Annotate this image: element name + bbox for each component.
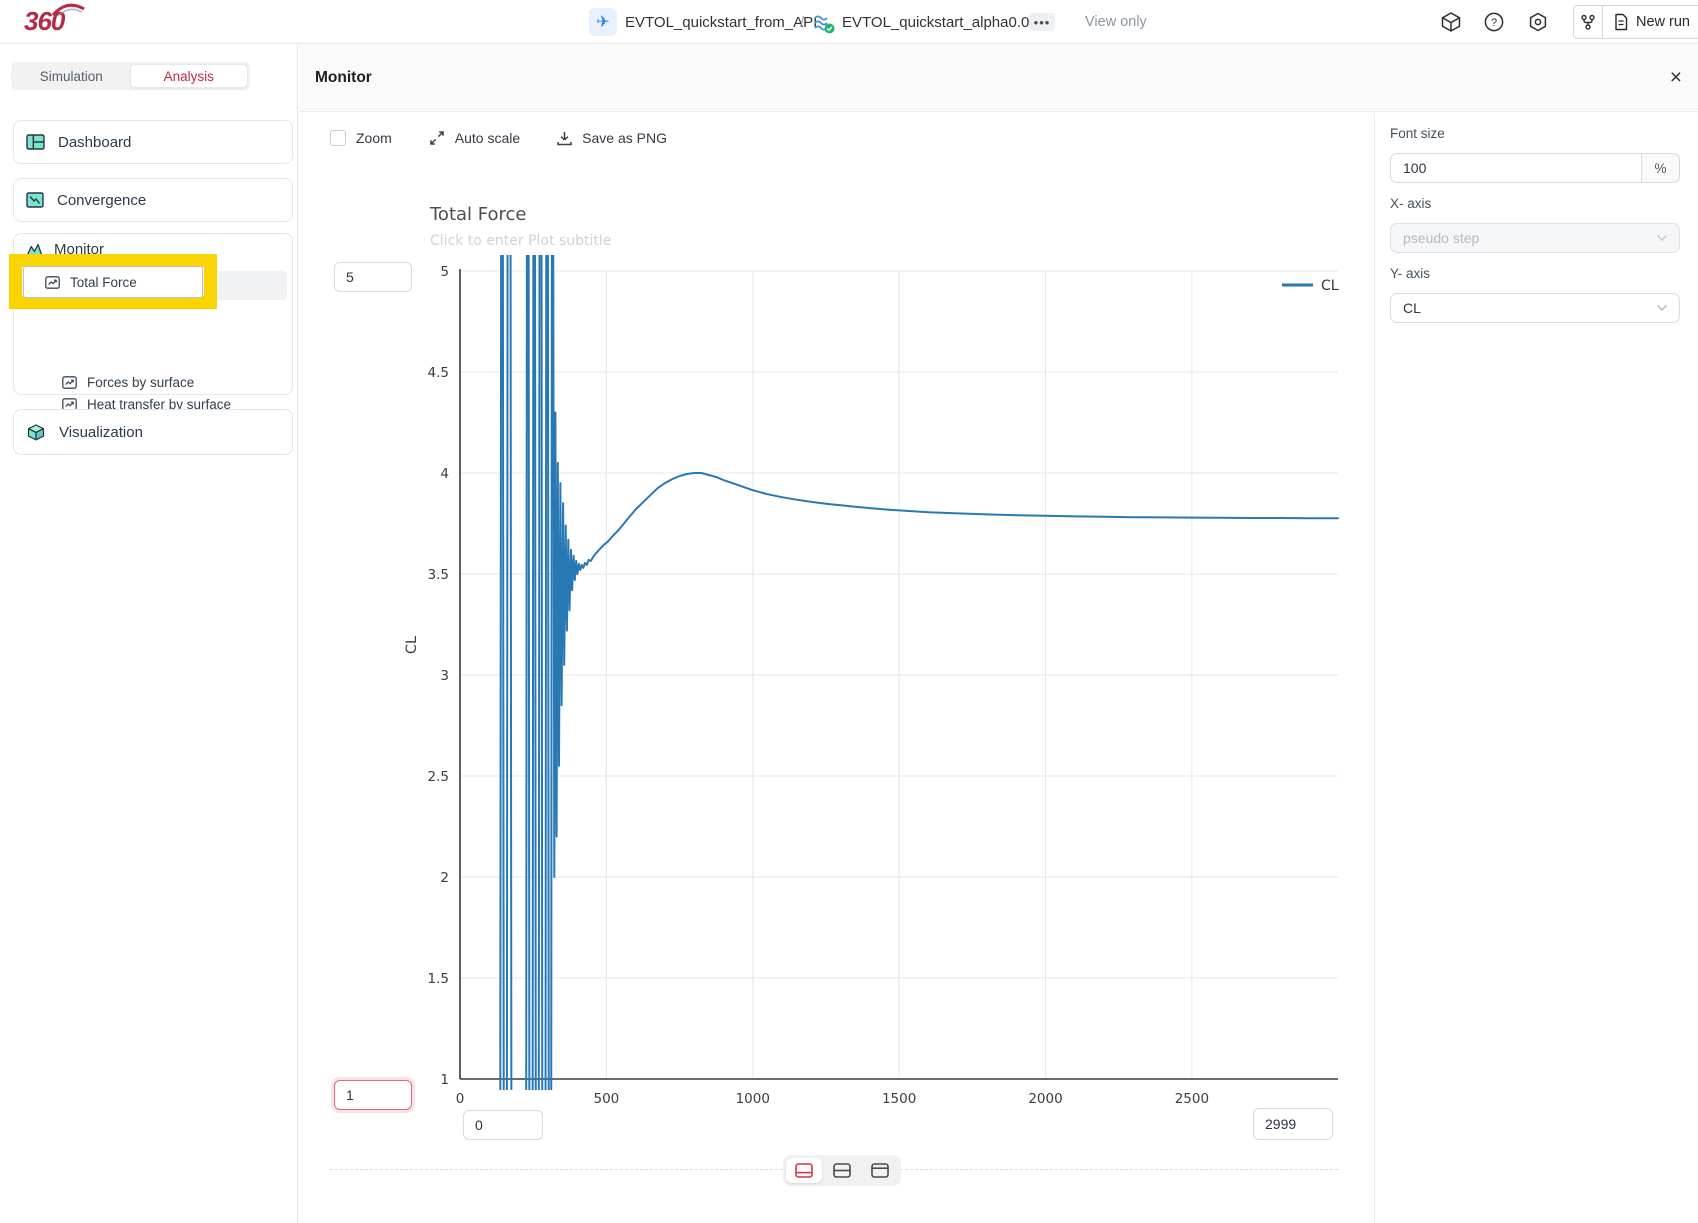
sidebar-item-convergence[interactable]: Convergence [13,178,293,222]
layout-split-button[interactable] [824,1158,860,1183]
breadcrumb-project[interactable]: EVTOL_quickstart_from_API [625,13,818,31]
x-axis-title: pseudo step [855,1119,944,1120]
svg-text:4.5: 4.5 [428,365,449,381]
chart-legend[interactable]: CL [1282,278,1339,294]
top-bar: 360 ✈ EVTOL_quickstart_from_API / EVTOL_… [0,0,1698,44]
svg-text:2500: 2500 [1175,1091,1209,1107]
cube-icon[interactable] [1440,11,1462,33]
autoscale-label[interactable]: Auto scale [454,130,521,146]
font-size-input[interactable] [1391,160,1641,176]
total-force-chart[interactable]: 1 1.5 2 2.5 3 3.5 4 4.5 5 0 500 1000 1500 2000 2500 pse… [330,245,1370,1135]
zoom-checkbox[interactable] [330,130,346,146]
y-axis-select[interactable]: CL [1390,293,1680,323]
y-min-input[interactable] [334,1080,412,1110]
font-size-label: Font size [1390,126,1445,141]
breadcrumb-separator: / [800,13,805,31]
x-axis-select[interactable]: pseudo step [1390,223,1680,253]
run-split-button: New run [1573,5,1698,39]
percent-addon: % [1641,154,1679,182]
svg-text:?: ? [1491,17,1497,29]
logo-swoosh-icon [52,3,85,17]
x-max-input[interactable] [1253,1108,1333,1140]
svg-text:1.5: 1.5 [428,971,449,987]
zoom-label[interactable]: Zoom [356,130,392,146]
svg-text:3.5: 3.5 [428,567,449,583]
chevron-down-icon [1656,234,1668,242]
fork-button[interactable] [1574,6,1603,38]
highlight-annotation [9,254,217,309]
sidebar-item-visualization[interactable]: Visualization [13,409,293,455]
breadcrumb-more-button[interactable]: ••• [1029,13,1055,31]
view-only-badge: View only [1085,14,1147,30]
plot-subtitle-placeholder[interactable]: Click to enter Plot subtitle [430,233,612,249]
autoscale-icon[interactable] [428,129,446,147]
tab-analysis[interactable]: Analysis [129,64,248,88]
monitor-panel-header: Monitor × [299,44,1698,112]
save-png-label[interactable]: Save as PNG [582,130,667,146]
plot-item-icon [62,376,77,389]
svg-text:2000: 2000 [1028,1091,1062,1107]
plot-toolbar: Zoom Auto scale Save as PNG [330,124,667,152]
dashboard-icon [26,134,45,150]
breadcrumb-case[interactable]: EVTOL_quickstart_alpha0.0 d... [842,13,1055,31]
y-max-input[interactable] [334,262,412,292]
svg-text:4: 4 [440,466,449,482]
left-sidebar: Simulation Analysis Dashboard Convergenc… [0,44,298,1223]
chart-tick-labels: 1 1.5 2 2.5 3 3.5 4 4.5 5 0 500 1000 1500 2000 2500 [428,264,1210,1107]
project-plane-icon[interactable]: ✈ [589,8,617,36]
x-min-input[interactable] [463,1110,543,1140]
visualization-icon [27,423,45,440]
svg-text:500: 500 [593,1091,619,1107]
mode-tabs: Simulation Analysis [11,62,250,90]
svg-text:0: 0 [456,1091,465,1107]
font-size-field: % [1390,153,1680,183]
case-wave-icon [812,11,836,35]
layout-segmented-control [783,1155,901,1186]
x-axis-label: X- axis [1390,196,1432,211]
svg-text:1000: 1000 [736,1091,770,1107]
svg-text:CL: CL [1321,278,1339,294]
close-icon[interactable]: × [1669,66,1682,89]
svg-text:2.5: 2.5 [428,769,449,785]
tab-simulation[interactable]: Simulation [39,68,103,84]
chart-axes [459,269,1338,1080]
chart-gridlines [460,270,1338,1079]
sidebar-item-forces-by-surface[interactable]: Forces by surface [22,372,295,393]
chart-canvas[interactable]: 1 1.5 2 2.5 3 3.5 4 4.5 5 0 500 1000 1500 2000 2500 pse… [330,245,1370,1135]
svg-text:3: 3 [440,668,449,684]
svg-text:5: 5 [440,264,449,280]
help-icon[interactable]: ? [1483,11,1505,33]
plot-item-icon [45,275,60,289]
document-icon [1615,13,1628,31]
layout-top-button[interactable] [862,1158,898,1183]
settings-icon[interactable] [1527,11,1549,33]
sidebar-item-total-force[interactable]: Total Force [23,266,203,298]
y-axis-label: Y- axis [1390,266,1431,281]
plot-title[interactable]: Total Force [430,204,527,225]
convergence-icon [26,192,44,208]
sidebar-item-dashboard[interactable]: Dashboard [13,120,293,164]
new-run-button[interactable]: New run [1603,6,1698,38]
save-png-icon[interactable] [556,130,573,147]
chevron-down-icon [1656,304,1668,312]
svg-text:1500: 1500 [882,1091,916,1107]
svg-text:1: 1 [440,1072,449,1088]
panel-title: Monitor [315,68,372,86]
chart-series-cl [499,255,1339,1090]
layout-single-button[interactable] [786,1158,822,1183]
content-divider [1374,113,1375,1223]
y-axis-title: CL [404,636,420,654]
svg-text:2: 2 [440,870,449,886]
fork-icon [1581,14,1595,30]
